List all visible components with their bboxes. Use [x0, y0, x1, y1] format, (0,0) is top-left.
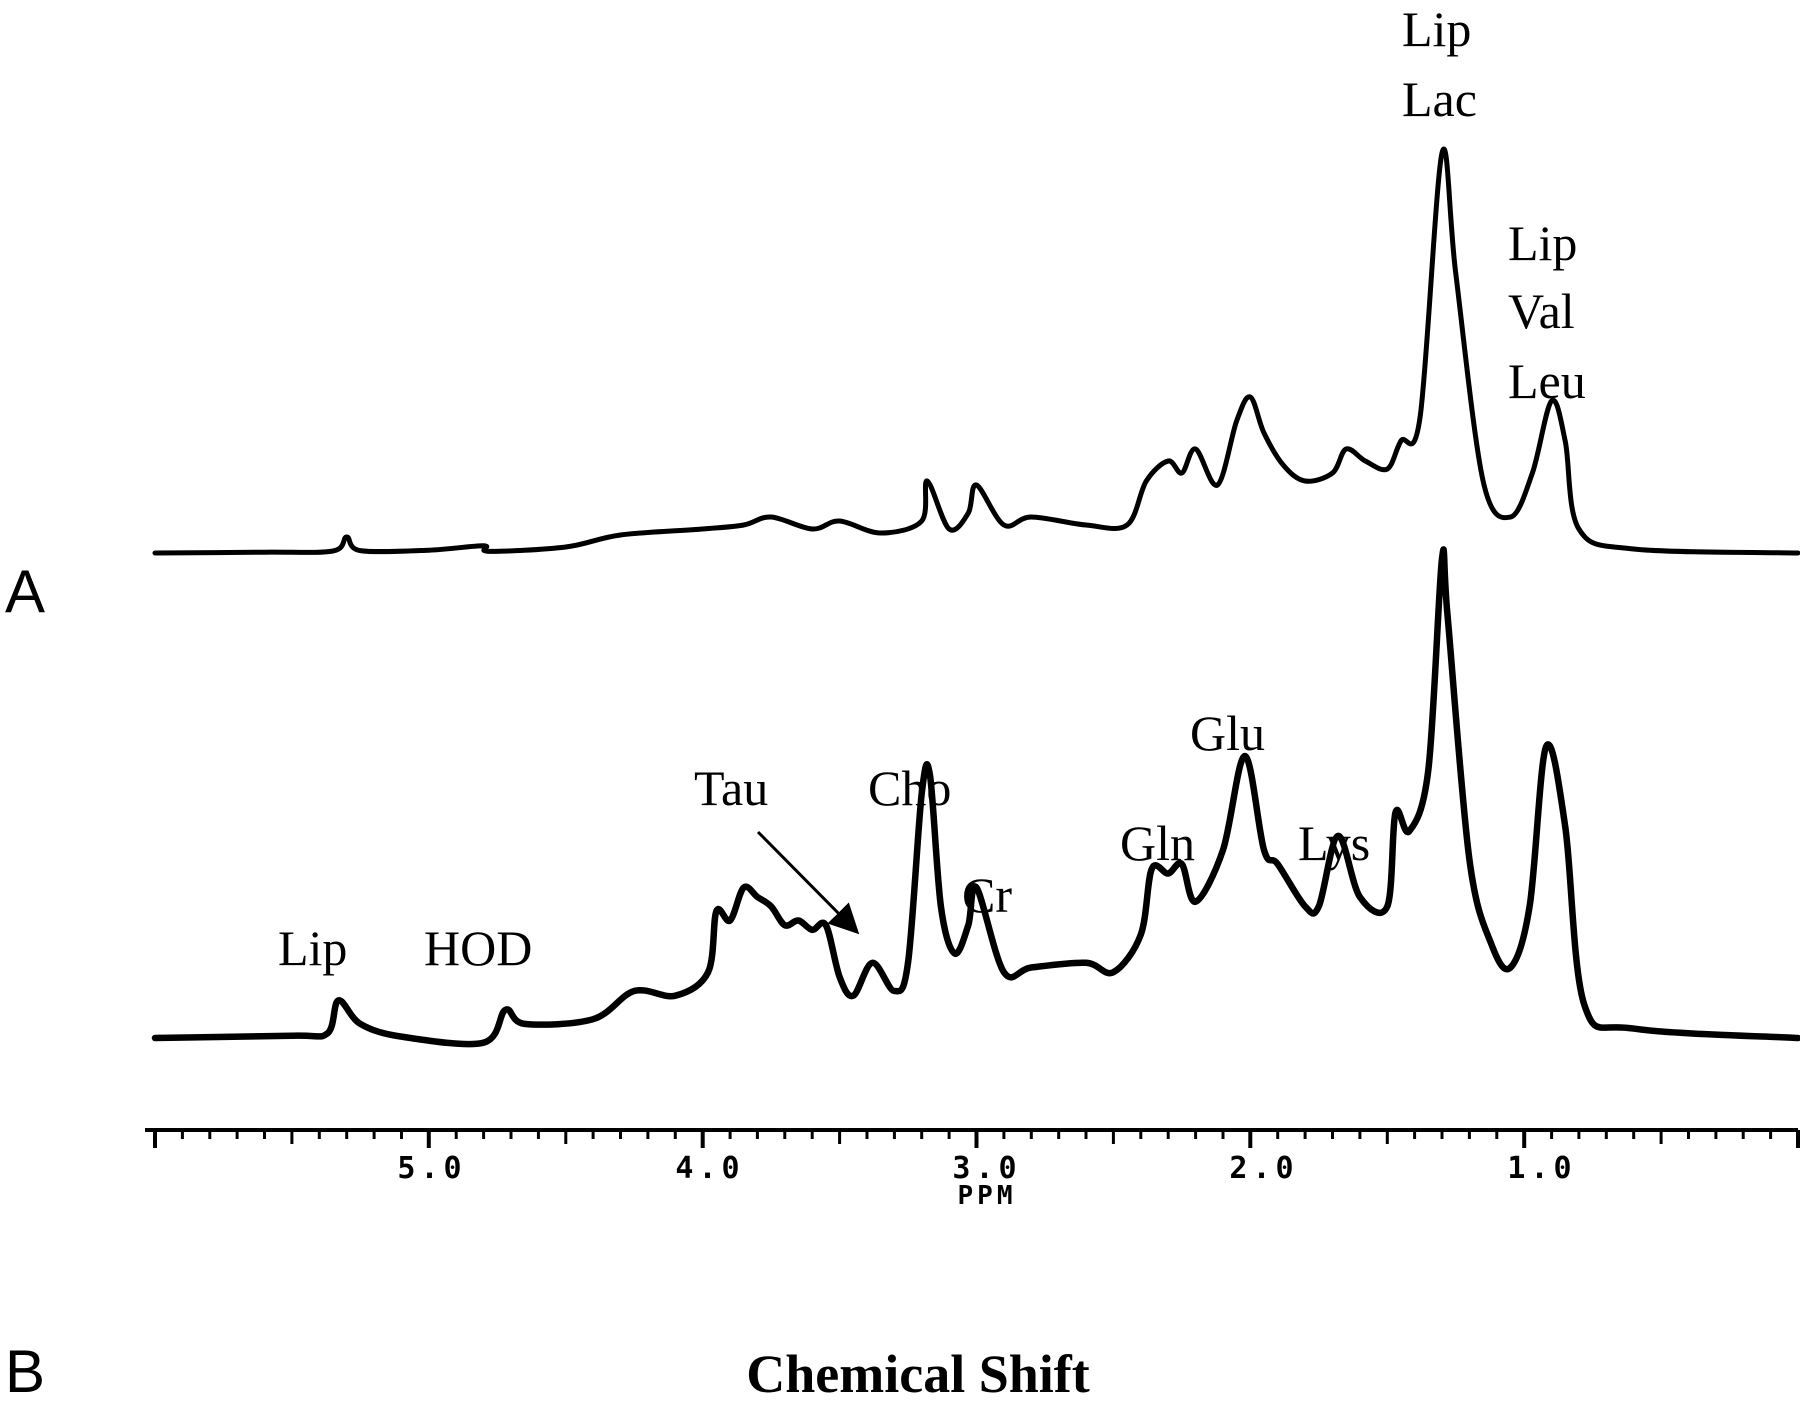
x-axis-title: Chemical Shift [746, 1344, 1090, 1404]
panel-b-peak-labels: Lip HOD Tau Cho Cr Gln Glu Lys [278, 705, 1370, 976]
label-gln: Gln [1120, 815, 1195, 871]
label-lip-lac-line1: Lip [1402, 1, 1471, 57]
x-tick-label-5: 5.0 [397, 1151, 466, 1186]
spectrum-trace-b [151, 546, 1800, 1048]
tau-arrow [756, 830, 860, 935]
x-axis: 5.0 4.0 3.0 2.0 1.0 PPM [145, 1128, 1800, 1211]
label-glu: Glu [1190, 705, 1265, 761]
label-lip-val-leu-line1: Lip [1508, 215, 1577, 271]
spectrum-trace-a [152, 146, 1800, 556]
label-lys: Lys [1298, 815, 1370, 871]
label-lip: Lip [278, 920, 347, 976]
label-hod: HOD [424, 920, 532, 976]
panel-letter-b: B [5, 1338, 45, 1405]
label-cr: Cr [962, 867, 1012, 923]
x-tick-label-2: 2.0 [1229, 1151, 1298, 1186]
label-lip-val-leu-line3: Leu [1508, 353, 1586, 409]
panel-a-peak-labels: Lip Lac Lip Val Leu [1402, 1, 1586, 409]
x-tick-label-1: 1.0 [1507, 1151, 1576, 1186]
label-tau: Tau [694, 760, 768, 816]
panel-letter-a: A [5, 558, 45, 625]
label-lip-lac-line2: Lac [1402, 71, 1477, 127]
x-tick-label-3: 3.0 [952, 1151, 1021, 1186]
x-axis-unit: PPM [958, 1181, 1017, 1211]
x-axis-ticks [153, 1130, 1800, 1148]
x-tick-label-4: 4.0 [675, 1151, 744, 1186]
label-cho: Cho [868, 760, 951, 816]
label-lip-val-leu-line2: Val [1508, 283, 1575, 339]
